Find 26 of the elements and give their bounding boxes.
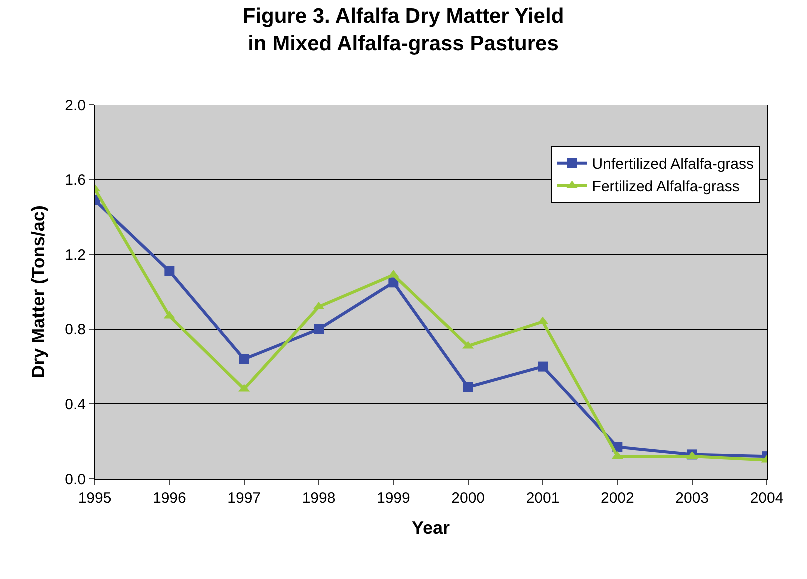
chart-title: Figure 3. Alfalfa Dry Matter Yield in Mixed Alfalfa-grass Pastures: [242, 5, 564, 56]
x-tick-label: 1999: [376, 490, 410, 507]
x-tick-label: 2004: [750, 490, 784, 507]
x-tick-label: 2003: [676, 490, 710, 507]
legend-label: Unfertilized Alfalfa-grass: [592, 156, 754, 174]
x-tick-label: 2000: [452, 490, 486, 507]
point: [314, 324, 324, 334]
point: [164, 266, 175, 276]
x-tick-label: 1995: [78, 490, 112, 507]
x-tick-label: 2002: [600, 490, 634, 507]
legend-label: Fertilized Alfalfa-grass: [592, 178, 740, 196]
point: [463, 382, 474, 392]
y-tick-label: 0.8: [65, 322, 86, 339]
y-axis-title: Dry Matter (Tons/ac): [28, 206, 48, 378]
x-tick-label: 1997: [228, 490, 262, 507]
point: [239, 354, 250, 364]
point: [538, 362, 548, 372]
x-tick-label: 1998: [302, 490, 336, 507]
y-tick-label: 1.2: [65, 246, 86, 264]
x-axis-title: Year: [412, 518, 450, 538]
y-tick-label: 0.0: [65, 471, 86, 488]
x-tick-label: 1996: [152, 490, 186, 507]
x-tick-label: 2001: [526, 490, 560, 507]
y-tick-label: 2.0: [65, 97, 86, 114]
y-tick-label: 0.4: [65, 396, 86, 414]
y-tick-label: 1.6: [65, 172, 86, 190]
